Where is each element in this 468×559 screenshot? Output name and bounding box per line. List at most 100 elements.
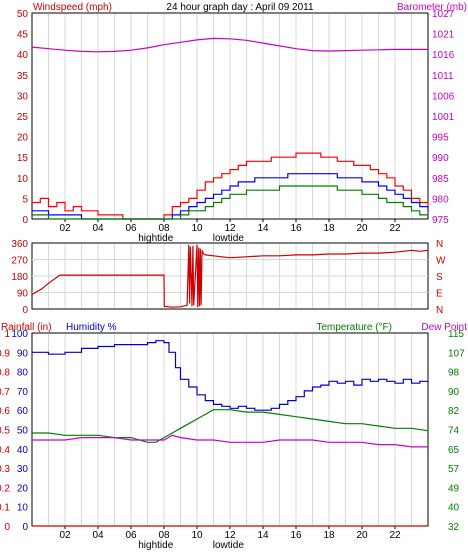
x-tick-label: 02 xyxy=(59,530,71,541)
humidity-line xyxy=(32,340,429,411)
direction-tick-label: 0 xyxy=(22,305,28,316)
humidity-tick-label: 100 xyxy=(11,329,28,340)
x-tick-label: 20 xyxy=(356,530,368,541)
dew_point-line xyxy=(32,434,428,448)
rainfall-tick-label: 0.4 xyxy=(0,445,10,456)
humidity-tick-label: 0 xyxy=(22,522,28,533)
temperature-tick-label: 40 xyxy=(448,503,460,514)
x-tick-label: 18 xyxy=(323,530,335,541)
x-tick-label: 06 xyxy=(125,223,137,234)
chart-title: 24 hour graph day : April 09 2011 xyxy=(166,2,314,13)
direction-tick-label: 270 xyxy=(11,256,28,267)
direction-tick-label: 90 xyxy=(17,289,29,300)
humidity-tick-label: 20 xyxy=(17,483,29,494)
humidity-tick-label: 90 xyxy=(17,348,29,359)
barometer-axis-label: Barometer (mb) xyxy=(397,2,467,13)
x-tick-label: 14 xyxy=(257,223,269,234)
temperature-tick-label: 49 xyxy=(448,483,460,494)
temperature-axis-label: Temperature (°F) xyxy=(316,322,392,333)
direction-tick-label: 360 xyxy=(11,239,28,250)
humidity-tick-label: 10 xyxy=(17,503,29,514)
barometer-tick-label: 985 xyxy=(432,174,449,185)
x-tick-label: 08 xyxy=(158,223,170,234)
temperature-tick-label: 65 xyxy=(448,445,460,456)
x-tick-label: 04 xyxy=(92,223,104,234)
rainfall-tick-label: 0.8 xyxy=(0,368,10,379)
lowtide-marker: lowtide xyxy=(213,233,245,244)
dew-point-label: Dew Point xyxy=(421,322,467,333)
barometer-line xyxy=(31,37,428,53)
barometer-tick-label: 990 xyxy=(432,153,449,164)
hightide-marker: hightide xyxy=(138,540,173,551)
x-tick-label: 06 xyxy=(125,530,137,541)
hightide-marker: hightide xyxy=(138,233,173,244)
barometer-tick-label: 995 xyxy=(432,133,449,144)
temperature-tick-label: 74 xyxy=(448,426,460,437)
wind-tick-label: 40 xyxy=(17,50,29,61)
temperature-tick-label: 107 xyxy=(448,348,465,359)
temperature-tick-label: 98 xyxy=(448,368,460,379)
humidity-tick-label: 70 xyxy=(17,387,29,398)
x-tick-label: 12 xyxy=(224,223,236,234)
rainfall-tick-label: 0.6 xyxy=(0,406,10,417)
wind-tick-label: 10 xyxy=(17,174,29,185)
x-tick-label: 02 xyxy=(59,223,71,234)
wind-tick-label: 20 xyxy=(17,133,29,144)
barometer-tick-label: 975 xyxy=(432,215,449,226)
wind-tick-label: 15 xyxy=(17,153,29,164)
barometer-tick-label: 980 xyxy=(432,194,449,205)
wind-tick-label: 50 xyxy=(17,9,29,20)
wind-tick-label: 25 xyxy=(17,112,29,123)
barometer-tick-label: 1027 xyxy=(432,9,455,20)
x-tick-label: 22 xyxy=(389,530,401,541)
rainfall-tick-label: 0.2 xyxy=(0,483,10,494)
temperature-tick-label: 57 xyxy=(448,464,460,475)
rainfall-tick-label: 0.9 xyxy=(0,348,10,359)
wind-tick-label: 35 xyxy=(17,71,29,82)
wind-tick-label: 0 xyxy=(22,215,28,226)
barometer-tick-label: 1001 xyxy=(432,112,455,123)
x-tick-label: 18 xyxy=(323,223,335,234)
x-tick-label: 16 xyxy=(290,223,302,234)
humidity-tick-label: 40 xyxy=(17,445,29,456)
humidity-axis-label: Humidity % xyxy=(66,322,117,333)
temperature-tick-label: 82 xyxy=(448,406,460,417)
compass-tick-label: N xyxy=(436,239,443,250)
gust-line xyxy=(32,152,429,220)
x-tick-label: 08 xyxy=(158,530,170,541)
wind-tick-label: 30 xyxy=(17,91,29,102)
x-tick-label: 14 xyxy=(257,530,269,541)
x-tick-label: 20 xyxy=(356,223,368,234)
x-tick-label: 04 xyxy=(92,530,104,541)
humidity-tick-label: 30 xyxy=(17,464,29,475)
direction-line xyxy=(31,244,429,308)
rainfall-tick-label: 0.3 xyxy=(0,464,10,475)
rainfall-tick-label: 0.7 xyxy=(0,387,10,398)
rainfall-axis-label: Rainfall (in) xyxy=(1,322,52,333)
x-tick-label: 16 xyxy=(290,530,302,541)
wind-line xyxy=(32,185,428,220)
humidity-tick-label: 80 xyxy=(17,368,29,379)
x-tick-label: 12 xyxy=(224,530,236,541)
rainfall-tick-label: 0 xyxy=(4,522,10,533)
wind-tick-label: 45 xyxy=(17,30,29,41)
barometer-tick-label: 1006 xyxy=(432,91,455,102)
temperature-tick-label: 32 xyxy=(448,522,460,533)
lowtide-marker: lowtide xyxy=(213,540,245,551)
temperature-tick-label: 90 xyxy=(448,387,460,398)
rainfall-tick-label: 0.1 xyxy=(0,503,10,514)
x-tick-label: 22 xyxy=(389,223,401,234)
rainfall-tick-label: 0.5 xyxy=(0,426,10,437)
compass-tick-label: E xyxy=(436,289,443,300)
compass-tick-label: N xyxy=(436,305,443,316)
x-tick-label: 10 xyxy=(191,223,203,234)
barometer-tick-label: 1016 xyxy=(432,50,455,61)
compass-tick-label: S xyxy=(436,272,443,283)
humidity-tick-label: 50 xyxy=(17,426,29,437)
compass-tick-label: W xyxy=(436,256,446,267)
barometer-tick-label: 1011 xyxy=(432,71,454,82)
x-tick-label: 10 xyxy=(191,530,203,541)
